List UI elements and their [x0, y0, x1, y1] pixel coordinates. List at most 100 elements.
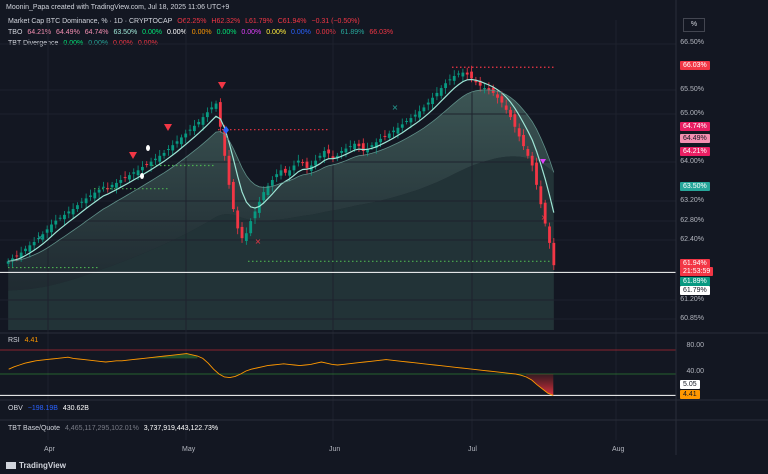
candle-body: [89, 195, 92, 197]
price-tick: 61.20%: [680, 296, 704, 303]
rsi-pane: [0, 349, 676, 396]
obv-v1: −198.19B: [27, 405, 58, 412]
tbo-v5: 0.00%: [166, 29, 187, 36]
sell-triangle: [218, 82, 226, 89]
candle-body: [15, 255, 19, 257]
candle-body: [413, 114, 417, 117]
sell-triangle: [164, 124, 172, 131]
candle-body: [448, 79, 452, 81]
candle-body: [526, 149, 530, 156]
candle-body: [162, 152, 166, 156]
candle-body: [483, 88, 486, 90]
candle-body: [188, 129, 192, 131]
candle-body: [179, 137, 183, 145]
tv-logo-text: TradingView: [19, 461, 66, 470]
tag-63-50: 63.50%: [680, 182, 710, 191]
candle-body: [409, 118, 413, 123]
candle-body: [400, 124, 404, 128]
candle-body: [184, 133, 188, 138]
signal-markers: × × × ×: [37, 82, 548, 246]
tbo-v6: 0.00%: [191, 29, 212, 36]
candle-body: [275, 174, 279, 178]
symbol-title[interactable]: Market Cap BTC Dominance, % · 1D · CRYPT…: [8, 18, 173, 25]
candle-body: [340, 150, 344, 153]
tbo-v2: 64.74%: [84, 29, 109, 36]
candle-body: [327, 149, 331, 154]
signal-dot: [140, 173, 144, 179]
signal-purple: [540, 159, 546, 164]
tbo-name[interactable]: TBO: [8, 29, 23, 36]
candle-body: [279, 170, 283, 176]
candle-body: [128, 175, 131, 180]
candle-body: [353, 143, 357, 150]
signal-diamond: [223, 126, 229, 134]
cross-marker: ×: [392, 103, 399, 112]
candle-body: [210, 107, 214, 110]
candle-body: [452, 75, 456, 81]
rsi-legend: RSI 4.41: [8, 337, 41, 344]
percent-scale-button[interactable]: %: [683, 18, 705, 32]
price-tick: 60.85%: [680, 315, 704, 322]
price-tick: 62.80%: [680, 217, 704, 224]
candle-body: [396, 127, 400, 134]
candle-body: [444, 83, 447, 89]
candle-body: [361, 143, 365, 151]
rsi-oversold-fill: [526, 374, 554, 396]
close-value: C61.94%: [277, 18, 307, 25]
candle-body: [115, 182, 118, 188]
candle-body: [218, 102, 222, 127]
candle-body: [288, 170, 292, 176]
candle-body: [132, 172, 136, 174]
x-tick-jul: Jul: [468, 446, 477, 453]
candle-body: [93, 192, 97, 199]
candle-body: [318, 155, 322, 158]
candle-body: [223, 129, 227, 156]
tbt-bq-v1: 4,465,117,295,102.01%: [64, 425, 139, 432]
change-value: −0.31 (−0.50%): [311, 18, 360, 25]
cross-marker: ×: [541, 213, 548, 222]
cross-marker: ×: [255, 237, 262, 246]
candle-body: [305, 161, 309, 168]
tbo-v1: 64.49%: [56, 29, 80, 36]
obv-name[interactable]: OBV: [8, 405, 23, 412]
tbo-v8: 0.00%: [241, 29, 262, 36]
tbo-v12: 61.89%: [340, 29, 365, 36]
tag-61-79: 61.79%: [680, 286, 710, 295]
tbo-v3: 63.50%: [113, 29, 138, 36]
candle-body: [522, 135, 525, 147]
candle-body: [543, 202, 547, 224]
price-tick: 65.00%: [680, 110, 704, 117]
tbo-v13: 66.03%: [369, 29, 394, 36]
candle-body: [496, 94, 499, 98]
candle-body: [552, 242, 556, 266]
candle-body: [335, 155, 339, 159]
candle-body: [158, 155, 162, 162]
candle-body: [535, 162, 538, 185]
candle-body: [379, 138, 383, 143]
tbo-v11: 0.00%: [315, 29, 336, 36]
x-tick-apr: Apr: [44, 446, 55, 453]
candle-body: [314, 160, 318, 166]
candle-body: [301, 162, 305, 164]
candle-body: [405, 120, 408, 122]
tbo-legend: TBO 64.21% 64.49% 64.74% 63.50% 0.00% 0.…: [8, 29, 396, 36]
rsi-name[interactable]: RSI: [8, 337, 20, 344]
candle-body: [244, 233, 248, 241]
candle-body: [24, 248, 27, 252]
candle-body: [80, 201, 84, 203]
candle-body: [465, 72, 469, 75]
tbt-bq-name[interactable]: TBT Base/Quote: [8, 425, 61, 432]
candle-body: [257, 201, 261, 213]
grid-lines: [0, 20, 676, 440]
price-tick: 65.50%: [680, 86, 704, 93]
tbo-lower-fill: [8, 156, 554, 330]
candle-body: [435, 92, 439, 97]
candle-body: [296, 160, 300, 163]
signal-dot: [146, 145, 150, 151]
tbo-mid-line: [8, 89, 555, 262]
tradingview-logo[interactable]: TradingView: [6, 461, 66, 470]
candle-body: [457, 73, 460, 75]
candle-body: [331, 156, 335, 159]
tag-rsi-5-05: 5.05: [680, 380, 700, 389]
price-tick: 66.50%: [680, 39, 704, 46]
